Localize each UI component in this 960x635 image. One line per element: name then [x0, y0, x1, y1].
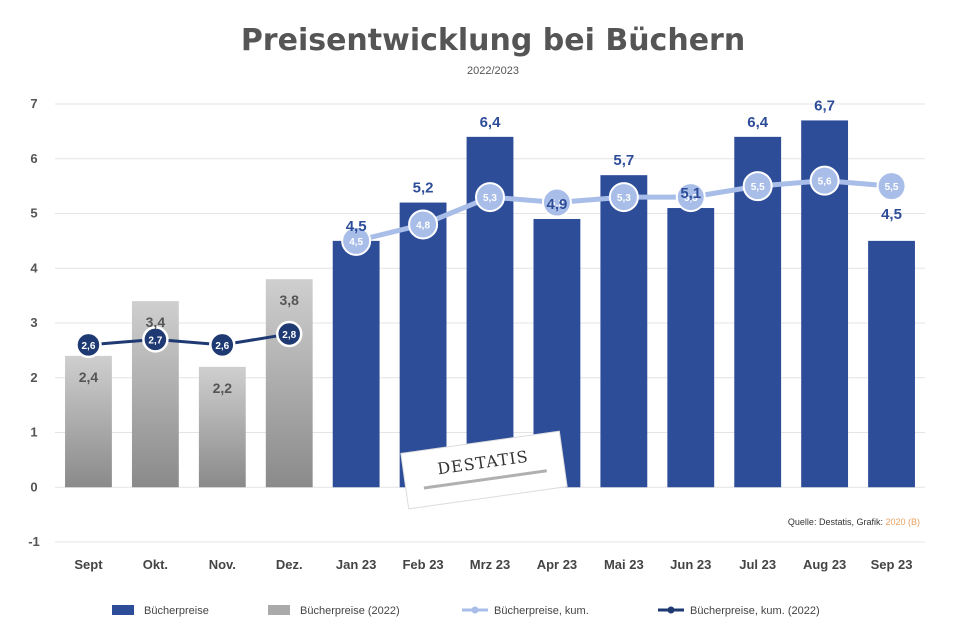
cumulative-point	[541, 187, 572, 218]
bar-value-label: 5,1	[680, 185, 701, 202]
source-prefix: Quelle: Destatis, Grafik:	[788, 517, 886, 527]
point-value-label: 2,8	[282, 330, 296, 341]
x-tick-label: Mrz 23	[470, 557, 510, 572]
legend: Bücherpreise Bücherpreise (2022) Bücherpre…	[112, 605, 820, 617]
cumulative-point	[608, 182, 639, 213]
y-tick-label: 2	[30, 370, 37, 385]
y-tick-label: 5	[30, 206, 37, 221]
x-tick-label: Dez.	[276, 557, 303, 572]
point-value-label: 5,6	[818, 177, 832, 188]
bar-2022	[265, 279, 313, 488]
bar-value-label: 2,4	[79, 369, 99, 385]
point-value-label: 5,5	[885, 182, 899, 193]
cumulative-point-2022	[75, 331, 102, 359]
chart-title: Preisentwicklung bei Büchern	[241, 23, 745, 58]
logo-underline	[423, 469, 547, 490]
bar-value-label: 3,4	[146, 314, 166, 330]
source-highlight: 2020 (B)	[885, 517, 920, 527]
x-tick-label: Jul 23	[739, 557, 776, 572]
y-tick-label: 3	[30, 315, 37, 330]
legend-label: Bücherpreise	[144, 605, 209, 617]
point-value-label: 5,3	[617, 193, 631, 204]
x-axis: Sept Okt. Nov. Dez. Jan 23 Feb 23 Mrz 23 Apr 23…	[74, 557, 912, 572]
legend-label: Bücherpreise, kum. (2022)	[690, 605, 820, 617]
point-value-label: 5,3	[684, 193, 698, 204]
cumulative-point	[341, 225, 372, 256]
bar-value-label: 5,2	[413, 180, 434, 197]
bar-value-label: 6,4	[480, 114, 502, 131]
y-tick-label: 7	[30, 96, 37, 111]
x-tick-label: Jun 23	[670, 557, 711, 572]
point-value-label: 2,7	[148, 335, 162, 346]
x-tick-label: Feb 23	[402, 557, 443, 572]
x-tick-label: Apr 23	[537, 557, 577, 572]
logo-card	[400, 430, 568, 510]
bar-2022	[65, 355, 112, 488]
cumulative-point	[742, 171, 773, 202]
cumulative-line-2022	[88, 332, 290, 347]
point-value-label: 5,3	[483, 193, 497, 204]
bar-value-label: 3,8	[279, 292, 299, 308]
bar-2023	[868, 240, 915, 488]
legend-swatch	[268, 605, 290, 615]
y-axis: -1 0 1 2 3 4 5 6 7	[28, 96, 40, 549]
bar-2023	[332, 240, 380, 488]
x-tick-label: Aug 23	[803, 557, 846, 572]
legend-swatch	[112, 605, 134, 615]
data-labels: 2,4 3,4 2,2 3,8 4,5 5,2 6,4 4,9 5,7 5,1 6,4 6,7 4,5	[79, 97, 902, 395]
chart-subtitle: 2022/2023	[467, 65, 519, 77]
bar-2022	[198, 366, 246, 488]
x-tick-label: Jan 23	[336, 557, 376, 572]
source-note: Quelle: Destatis, Grafik: 2020 (B)	[788, 517, 920, 527]
bar-2023	[600, 175, 648, 488]
y-tick-label: 4	[30, 260, 38, 275]
x-tick-label: Mai 23	[604, 557, 644, 572]
bars	[65, 120, 915, 488]
cumulative-point	[475, 182, 505, 213]
logo: DESTATIS	[400, 430, 568, 510]
cumulative-point	[876, 171, 907, 202]
point-value-label: 5,5	[751, 182, 765, 193]
bar-2023	[667, 208, 715, 488]
x-tick-label: Sep 23	[871, 557, 913, 572]
bar-value-label: 4,9	[546, 196, 567, 213]
cumulative-point	[408, 209, 439, 240]
y-tick-label: 0	[30, 479, 37, 494]
cumulative-point-2022	[209, 331, 236, 359]
legend-label: Bücherpreise (2022)	[300, 605, 400, 617]
bar-value-label: 2,2	[213, 380, 233, 396]
y-tick-label: 1	[30, 425, 37, 440]
x-tick-label: Okt.	[143, 557, 168, 572]
cumulative-point	[809, 165, 840, 196]
point-value-label: 2,6	[215, 341, 229, 352]
bar-value-label: 4,5	[346, 218, 367, 235]
legend-label: Bücherpreise, kum.	[494, 605, 589, 617]
legend-swatch-marker	[471, 606, 479, 614]
bar-value-label: 6,7	[814, 97, 835, 114]
legend-swatch-marker	[667, 606, 675, 614]
y-tick-label: 6	[30, 151, 37, 166]
cumulative-point	[675, 182, 706, 213]
point-value-label: 2,6	[82, 341, 96, 352]
point-value-label: 4,8	[416, 220, 430, 231]
cumulative-point-2022	[275, 320, 303, 348]
lines: 4,5 4,8 5,3 5,2 5,3 5,3 5,5 5,6 5,5 2,6 2,7 2,6 2,8	[75, 165, 907, 359]
point-value-label: 4,5	[349, 237, 363, 248]
bar-value-label: 5,7	[613, 152, 634, 169]
bar-value-label: 6,4	[747, 114, 769, 131]
point-value-label: 5,2	[550, 199, 564, 210]
y-tick-label: -1	[28, 534, 40, 549]
cumulative-point-2022	[142, 326, 169, 353]
x-tick-label: Nov.	[209, 557, 236, 572]
x-tick-label: Sept	[74, 557, 103, 572]
bar-2023	[399, 202, 447, 488]
bar-value-label: 4,5	[881, 206, 902, 223]
